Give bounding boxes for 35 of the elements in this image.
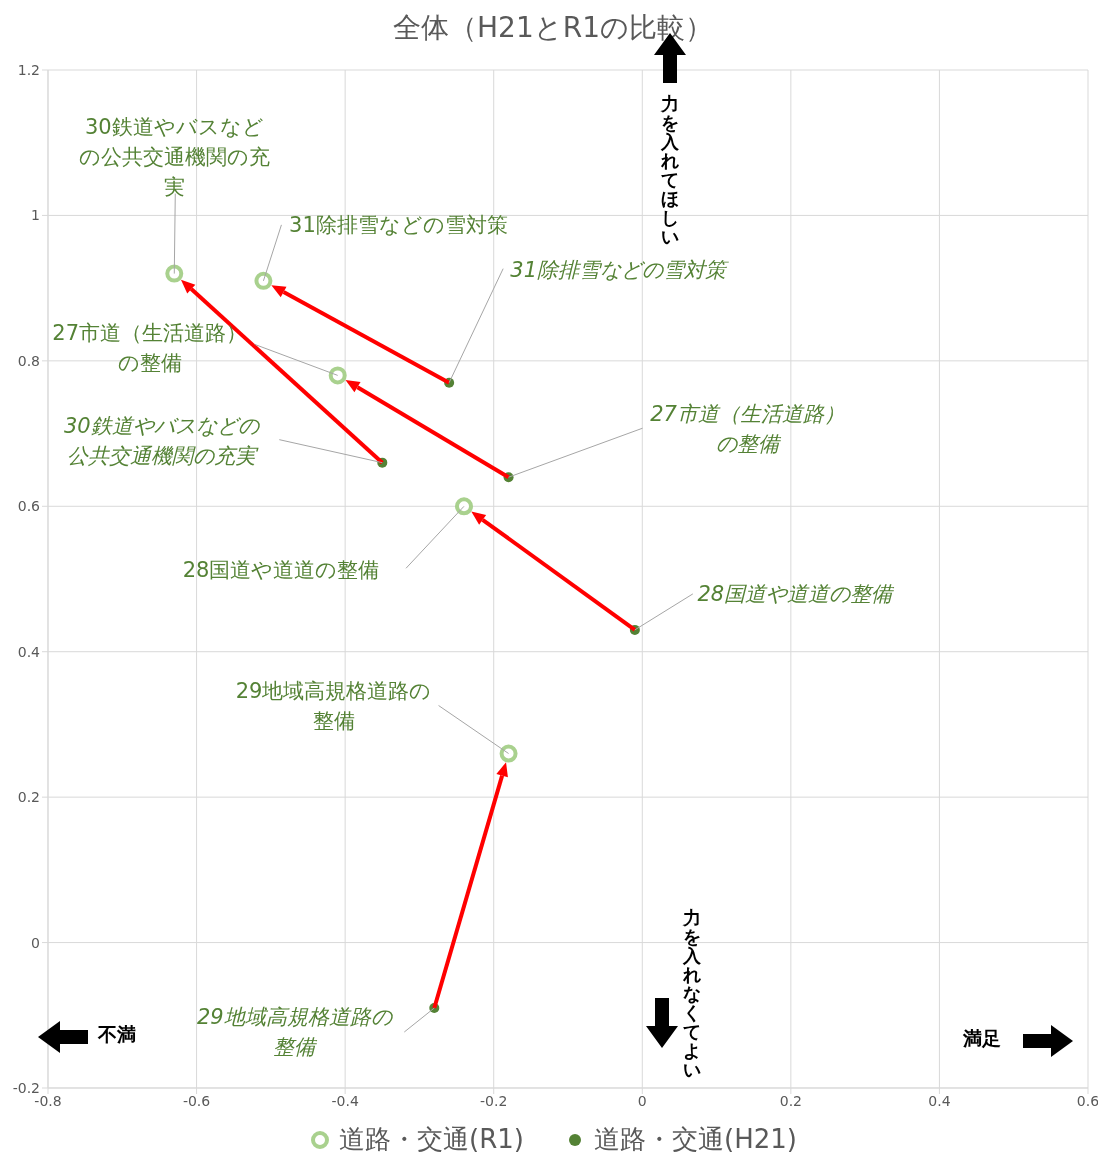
y-tick-label: 0 [31,934,40,951]
legend-label: 道路・交通(R1) [339,1123,524,1156]
point [328,366,347,385]
x-tick-label: 0.4 [928,1092,951,1109]
annotation: 27市道（生活道路）の整備 [51,320,249,378]
point [165,264,184,283]
annotation: 31除排雪などの雪対策 [288,211,509,239]
y-tick-label: 0.2 [17,789,40,806]
x-tick-label: 0.6 [1076,1092,1100,1109]
x-tick-label: 0.2 [779,1092,802,1109]
annotation: 28国道や道道の整備 [696,580,895,608]
y-tick-label: 0.4 [17,643,41,660]
x-tick-label: 0 [637,1092,647,1109]
point [254,271,273,290]
y-tick-label: 0.6 [17,498,41,515]
point [455,497,473,516]
legend-label: 道路・交通(H21) [593,1123,797,1156]
x-tick-label: -0.4 [331,1092,359,1109]
annotation: 29地域高規格道路の整備 [195,1004,394,1061]
y-tick-label: 1 [31,207,40,224]
annotation: 31除排雪などの雪対策 [509,256,730,284]
annotation: 27市道（生活道路）の整備 [649,401,846,459]
annotation: 29地域高規格道路の整備 [234,677,433,735]
annotation: 力を入れてほしい [661,93,680,247]
point [499,744,518,763]
annotation: 30鉄道やバスなどの公共交通機関の充実 [77,113,271,201]
annotation: 30鉄道やバスなどの公共交通機関の充実 [62,412,261,470]
text: 力を入れなくてよい [683,907,702,1080]
y-tick-label: 1.2 [17,61,40,78]
annotation: 満足 [963,1026,1001,1049]
annotation: 不満 [98,1023,136,1046]
x-tick-label: -0.2 [480,1092,508,1109]
y-tick-label: 0.8 [17,352,40,369]
annotation: 28国道や道道の整備 [181,557,381,585]
x-tick-label: -0.6 [182,1092,211,1109]
